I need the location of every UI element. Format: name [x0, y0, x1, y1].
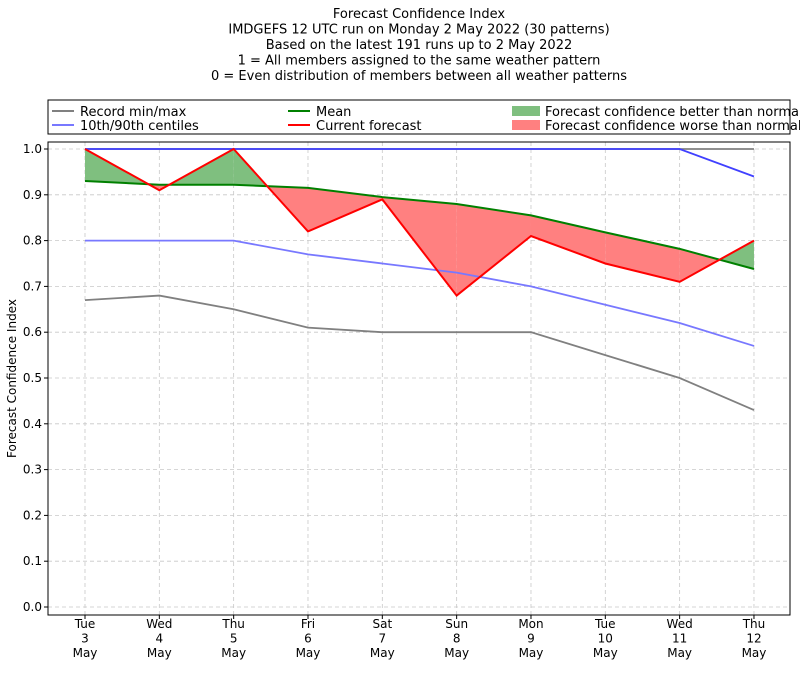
x-tick-label: May [221, 646, 246, 660]
x-tick-label: 12 [746, 632, 761, 646]
series-line-mean [84, 180, 755, 270]
y-tick-label: 0.0 [23, 600, 42, 614]
x-tick-label: May [444, 646, 469, 660]
legend-label: Mean [316, 105, 351, 120]
legend-swatch [512, 106, 540, 116]
x-tick-label: May [73, 646, 98, 660]
fill-worse [307, 187, 383, 232]
x-tick-label: May [742, 646, 767, 660]
series-line-10th-centile [85, 239, 755, 347]
y-tick-label: 0.9 [23, 188, 42, 202]
title-line: Based on the latest 191 runs up to 2 May… [266, 38, 572, 53]
y-tick-label: 1.0 [23, 142, 42, 156]
x-tick-label: Tue [594, 617, 616, 631]
y-tick-label: 0.8 [23, 234, 42, 248]
legend-swatch [512, 120, 540, 130]
legend-label: Forecast confidence worse than normal [545, 119, 800, 134]
x-tick-label: May [147, 646, 172, 660]
y-axis-label: Forecast Confidence Index [5, 299, 19, 458]
y-axis-ticks: 0.0 0.1 0.2 0.3 0.4 0.5 0.6 0.7 0.8 0.9 1.0 [23, 142, 48, 614]
x-tick-label: Thu [742, 617, 766, 631]
x-tick-label: May [667, 646, 692, 660]
x-tick-label: 11 [672, 632, 687, 646]
x-tick-label: Fri [301, 617, 315, 631]
x-tick-label: Sun [445, 617, 468, 631]
x-tick-label: 8 [453, 632, 461, 646]
x-tick-label: May [296, 646, 321, 660]
legend-label: Current forecast [316, 119, 422, 134]
x-tick-label: 6 [304, 632, 312, 646]
y-tick-label: 0.7 [23, 279, 42, 293]
x-tick-label: 10 [598, 632, 613, 646]
x-tick-label: 9 [527, 632, 535, 646]
y-tick-label: 0.3 [23, 463, 42, 477]
x-tick-label: Mon [518, 617, 543, 631]
legend-label: 10th/90th centiles [80, 119, 199, 134]
title-line: 1 = All members assigned to the same wea… [238, 54, 601, 69]
legend-box [47, 99, 791, 135]
fill-worse [530, 215, 606, 264]
series-line-current-forecast [84, 147, 755, 297]
x-tick-label: May [370, 646, 395, 660]
legend-label: Record min/max [80, 105, 187, 120]
title-line: 0 = Even distribution of members between… [211, 69, 627, 84]
x-axis-ticks: Tue3MayWed4MayThu5MayFri6MaySat7MaySun8M… [73, 615, 767, 660]
y-tick-label: 0.6 [23, 325, 42, 339]
y-tick-label: 0.2 [23, 508, 42, 522]
y-tick-label: 0.5 [23, 371, 42, 385]
x-tick-label: 5 [230, 632, 238, 646]
title-line: Forecast Confidence Index [333, 7, 505, 22]
fill-worse [456, 203, 531, 296]
legend-label: Forecast confidence better than normal [545, 105, 800, 120]
title-line: IMDGEFS 12 UTC run on Monday 2 May 2022 … [228, 23, 609, 38]
x-tick-label: Wed [667, 617, 693, 631]
series-lines [84, 147, 755, 411]
x-tick-label: Tue [74, 617, 96, 631]
x-tick-label: 4 [156, 632, 164, 646]
y-tick-label: 0.4 [23, 417, 42, 431]
x-tick-label: May [593, 646, 618, 660]
x-tick-label: Sat [372, 617, 392, 631]
x-tick-label: May [519, 646, 544, 660]
y-tick-label: 0.1 [23, 554, 42, 568]
x-tick-label: 7 [378, 632, 386, 646]
confidence-fills [85, 149, 754, 296]
series-line-90th-centile [85, 148, 755, 178]
x-tick-label: Thu [221, 617, 245, 631]
series-line-record-min [84, 294, 755, 411]
x-tick-label: 3 [81, 632, 89, 646]
x-tick-label: Wed [146, 617, 172, 631]
